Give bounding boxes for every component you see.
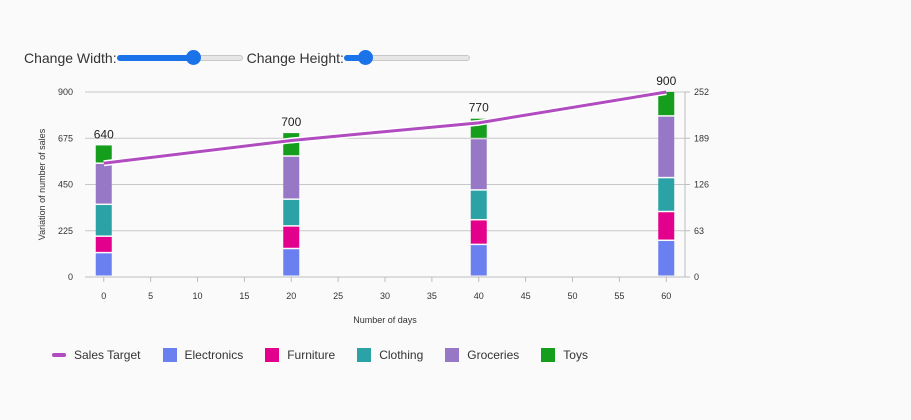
x-tick-label: 10 (192, 291, 202, 301)
x-tick-label: 40 (474, 291, 484, 301)
legend-item[interactable]: Sales Target (52, 348, 141, 362)
legend-label: Sales Target (74, 348, 141, 362)
x-tick-label: 25 (333, 291, 343, 301)
legend-swatch (445, 348, 460, 362)
x-tick-label: 30 (380, 291, 390, 301)
bar-segment (658, 178, 675, 211)
bar-segment (283, 133, 300, 156)
legend-item[interactable]: Groceries (445, 348, 519, 362)
legend-label: Toys (563, 348, 588, 362)
height-slider-thumb[interactable] (358, 50, 374, 65)
legend-label: Clothing (379, 348, 424, 362)
x-tick-label: 35 (427, 291, 437, 301)
y-tick-label: 900 (58, 87, 73, 97)
legend-swatch (52, 353, 66, 357)
height-slider-fill (343, 55, 366, 61)
y-axis-title: Variation of number of sales (37, 128, 47, 240)
chart-controls: Change Width: Change Height: (24, 50, 474, 66)
legend-label: Furniture (287, 348, 336, 362)
y-tick-label: 0 (68, 272, 73, 282)
y2-tick-label: 126 (694, 180, 709, 190)
bar-total-label: 900 (656, 74, 676, 88)
y-tick-label: 450 (58, 180, 73, 190)
y-tick-label: 225 (58, 226, 73, 236)
bar-segment (470, 139, 487, 190)
bar-segment (470, 245, 487, 276)
bar-segment (658, 92, 675, 116)
legend-item[interactable]: Electronics (162, 348, 244, 362)
height-slider[interactable] (343, 50, 470, 66)
x-axis-title: Number of days (353, 315, 417, 325)
height-slider-label: Change Height: (246, 50, 344, 66)
bar-total-label: 700 (281, 115, 301, 129)
sales-target-line (103, 90, 667, 165)
legend-item[interactable]: Clothing (357, 348, 423, 362)
legend-item[interactable]: Toys (541, 348, 588, 362)
width-slider-thumb[interactable] (186, 50, 202, 65)
y2-tick-label: 189 (694, 133, 709, 143)
bar-segment (283, 249, 300, 276)
width-slider-label: Change Width: (24, 50, 117, 66)
x-tick-label: 50 (567, 291, 577, 301)
y-tick-label: 675 (58, 133, 73, 143)
bar-segment (95, 253, 112, 276)
width-slider-fill (116, 55, 194, 61)
chart-legend: Sales Target Electronics Furniture Clothing… (52, 348, 610, 362)
x-tick-label: 60 (661, 291, 671, 301)
bar-segment (658, 212, 675, 240)
legend-label: Electronics (184, 348, 244, 362)
legend-swatch (265, 348, 280, 362)
x-tick-label: 45 (521, 291, 531, 301)
legend-swatch (357, 348, 372, 362)
y2-tick-label: 0 (694, 272, 699, 282)
legend-swatch (162, 348, 177, 362)
x-tick-label: 15 (239, 291, 249, 301)
y2-tick-label: 252 (694, 87, 709, 97)
legend-swatch (541, 348, 556, 362)
bar-total-label: 770 (469, 101, 489, 115)
bar-segment (470, 190, 487, 219)
bar-segment (95, 236, 112, 252)
bar-segment (95, 145, 112, 163)
bar-segment (95, 163, 112, 204)
bar-segment (470, 220, 487, 244)
bar-segment (283, 226, 300, 248)
bar-segment (283, 156, 300, 199)
x-tick-label: 20 (286, 291, 296, 301)
bar-segment (658, 116, 675, 177)
x-tick-label: 5 (148, 291, 153, 301)
bar-segment (95, 205, 112, 236)
bar-segment (658, 241, 675, 276)
legend-label: Groceries (467, 348, 520, 362)
width-control: Change Width: (24, 50, 247, 66)
y2-tick-label: 63 (694, 226, 704, 236)
bar-total-label: 640 (94, 127, 114, 141)
height-control: Change Height: (247, 50, 474, 66)
x-tick-label: 0 (101, 291, 106, 301)
x-tick-label: 55 (614, 291, 624, 301)
bar-segment (283, 199, 300, 226)
width-slider[interactable] (116, 50, 243, 66)
legend-item[interactable]: Furniture (265, 348, 335, 362)
